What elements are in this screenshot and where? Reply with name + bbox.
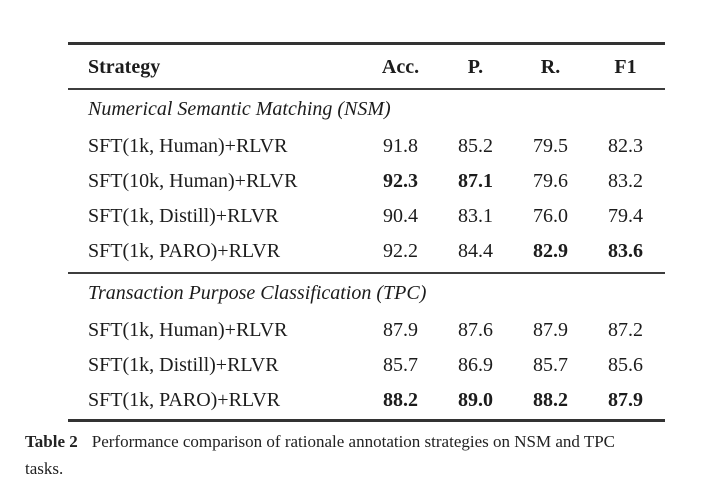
p-value: 85.2 xyxy=(458,134,493,157)
r-value: 82.9 xyxy=(533,239,568,262)
section-header-nsm: Numerical Semantic Matching (NSM) xyxy=(68,90,665,128)
r-value: 85.7 xyxy=(533,353,568,376)
r-value: 79.5 xyxy=(533,134,568,157)
acc-value: 91.8 xyxy=(383,134,418,157)
strategy-label: SFT(1k, Distill)+RLVR xyxy=(88,353,279,376)
f1-value: 79.4 xyxy=(608,204,643,227)
caption-text-line1: Performance comparison of rationale anno… xyxy=(91,432,616,451)
table-header-row: Strategy Acc. P. R. F1 xyxy=(68,45,665,88)
table-caption: Table 2 Performance comparison of rationa… xyxy=(25,428,705,482)
results-table: Strategy Acc. P. R. F1 Numerical Semanti… xyxy=(68,42,665,422)
p-value: 87.6 xyxy=(458,318,493,341)
strategy-label: SFT(1k, PARO)+RLVR xyxy=(88,239,281,262)
table-mid-rule xyxy=(68,272,665,274)
r-value: 79.6 xyxy=(533,169,568,192)
f1-value: 83.6 xyxy=(608,239,643,262)
table-row: SFT(1k, PARO)+RLVR 92.2 84.4 82.9 83.6 xyxy=(68,233,665,268)
table-top-rule xyxy=(68,42,665,45)
table-row: SFT(1k, Human)+RLVR 91.8 85.2 79.5 82.3 xyxy=(68,128,665,163)
p-value: 87.1 xyxy=(458,169,493,192)
p-value: 86.9 xyxy=(458,353,493,376)
column-header-f1: F1 xyxy=(614,55,637,78)
acc-value: 87.9 xyxy=(383,318,418,341)
caption-text-line2: tasks. xyxy=(25,459,64,478)
f1-value: 85.6 xyxy=(608,353,643,376)
p-value: 84.4 xyxy=(458,239,493,262)
strategy-label: SFT(1k, Human)+RLVR xyxy=(88,134,288,157)
strategy-label: SFT(10k, Human)+RLVR xyxy=(88,169,298,192)
strategy-label: SFT(1k, PARO)+RLVR xyxy=(88,388,281,411)
section-header-tpc: Transaction Purpose Classification (TPC) xyxy=(68,274,665,312)
section-title-nsm: Numerical Semantic Matching (NSM) xyxy=(88,98,391,120)
acc-value: 92.2 xyxy=(383,239,418,262)
table-row: SFT(10k, Human)+RLVR 92.3 87.1 79.6 83.2 xyxy=(68,163,665,198)
p-value: 83.1 xyxy=(458,204,493,227)
acc-value: 88.2 xyxy=(383,388,418,411)
section-title-tpc: Transaction Purpose Classification (TPC) xyxy=(88,282,427,304)
strategy-label: SFT(1k, Distill)+RLVR xyxy=(88,204,279,227)
table-row: SFT(1k, Distill)+RLVR 90.4 83.1 76.0 79.… xyxy=(68,198,665,233)
column-header-r: R. xyxy=(540,55,561,78)
r-value: 87.9 xyxy=(533,318,568,341)
caption-label: Table 2 xyxy=(25,432,78,451)
f1-value: 83.2 xyxy=(608,169,643,192)
table-row: SFT(1k, Human)+RLVR 87.9 87.6 87.9 87.2 xyxy=(68,312,665,347)
table-header-rule xyxy=(68,88,665,90)
acc-value: 92.3 xyxy=(383,169,418,192)
r-value: 88.2 xyxy=(533,388,568,411)
table-bottom-rule xyxy=(68,419,665,422)
acc-value: 90.4 xyxy=(383,204,418,227)
r-value: 76.0 xyxy=(533,204,568,227)
f1-value: 87.2 xyxy=(608,318,643,341)
f1-value: 82.3 xyxy=(608,134,643,157)
table-row: SFT(1k, PARO)+RLVR 88.2 89.0 88.2 87.9 xyxy=(68,382,665,417)
f1-value: 87.9 xyxy=(608,388,643,411)
column-header-acc: Acc. xyxy=(381,55,420,78)
column-header-strategy: Strategy xyxy=(88,55,161,78)
p-value: 89.0 xyxy=(458,388,493,411)
column-header-p: P. xyxy=(467,55,484,78)
acc-value: 85.7 xyxy=(383,353,418,376)
strategy-label: SFT(1k, Human)+RLVR xyxy=(88,318,288,341)
table-row: SFT(1k, Distill)+RLVR 85.7 86.9 85.7 85.… xyxy=(68,347,665,382)
